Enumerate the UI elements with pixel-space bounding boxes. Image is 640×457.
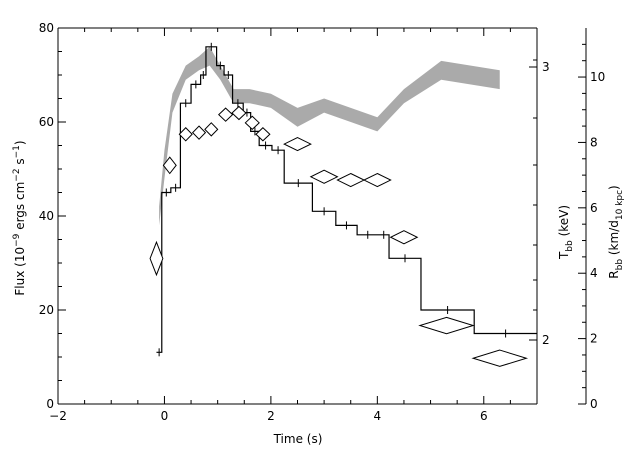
radius-point	[336, 172, 366, 188]
x-tick-label: −2	[49, 409, 67, 423]
y-right-outer-tick-label: 2	[590, 332, 598, 346]
x-axis-title: Time (s)	[273, 432, 323, 446]
y-left-tick-label: 40	[39, 209, 54, 223]
radius-layer	[149, 105, 529, 367]
radius-point	[178, 127, 193, 142]
y-right-outer-tick-label: 10	[590, 70, 605, 84]
radius-point	[218, 107, 234, 122]
x-tick-label: 0	[161, 409, 169, 423]
radius-point	[309, 169, 339, 184]
radius-point	[255, 127, 271, 142]
radius-point	[231, 105, 247, 121]
y-left-axis-title: Flux (10−9 ergs cm−2 s−1)	[12, 140, 27, 295]
radius-point	[244, 115, 260, 131]
y-right-outer-tick-label: 8	[590, 135, 598, 149]
y-right-inner-axis-title: Tbb (keV)	[557, 205, 575, 260]
x-tick-label: 6	[480, 409, 488, 423]
y-right-inner-tick-label: 2	[542, 333, 550, 347]
y-left-tick-label: 0	[46, 397, 54, 411]
y-left-tick-label: 20	[39, 303, 54, 317]
radius-point	[471, 349, 529, 367]
flux-layer	[156, 42, 537, 357]
temperature-band-layer	[159, 46, 500, 226]
radius-point	[162, 156, 177, 175]
radius-point	[389, 230, 419, 245]
radius-point	[191, 125, 207, 140]
flux-histogram	[156, 46, 537, 353]
y-right-inner-tick-label: 3	[542, 60, 550, 74]
y-right-outer-tick-label: 6	[590, 201, 598, 215]
temperature-band	[159, 46, 500, 226]
radius-point	[283, 136, 312, 152]
radius-point	[418, 316, 475, 335]
y-right-outer-axis-title: Rbb (km/d10 kpc)	[607, 185, 625, 278]
y-left-tick-label: 80	[39, 21, 54, 35]
x-tick-label: 4	[374, 409, 382, 423]
y-right-outer-tick-label: 0	[590, 397, 598, 411]
radius-point	[204, 122, 219, 137]
axes-layer	[57, 27, 587, 405]
radius-point	[149, 240, 164, 277]
y-left-tick-label: 60	[39, 115, 54, 129]
radius-point	[362, 172, 392, 188]
x-tick-label: 2	[267, 409, 275, 423]
y-right-outer-tick-label: 4	[590, 266, 598, 280]
